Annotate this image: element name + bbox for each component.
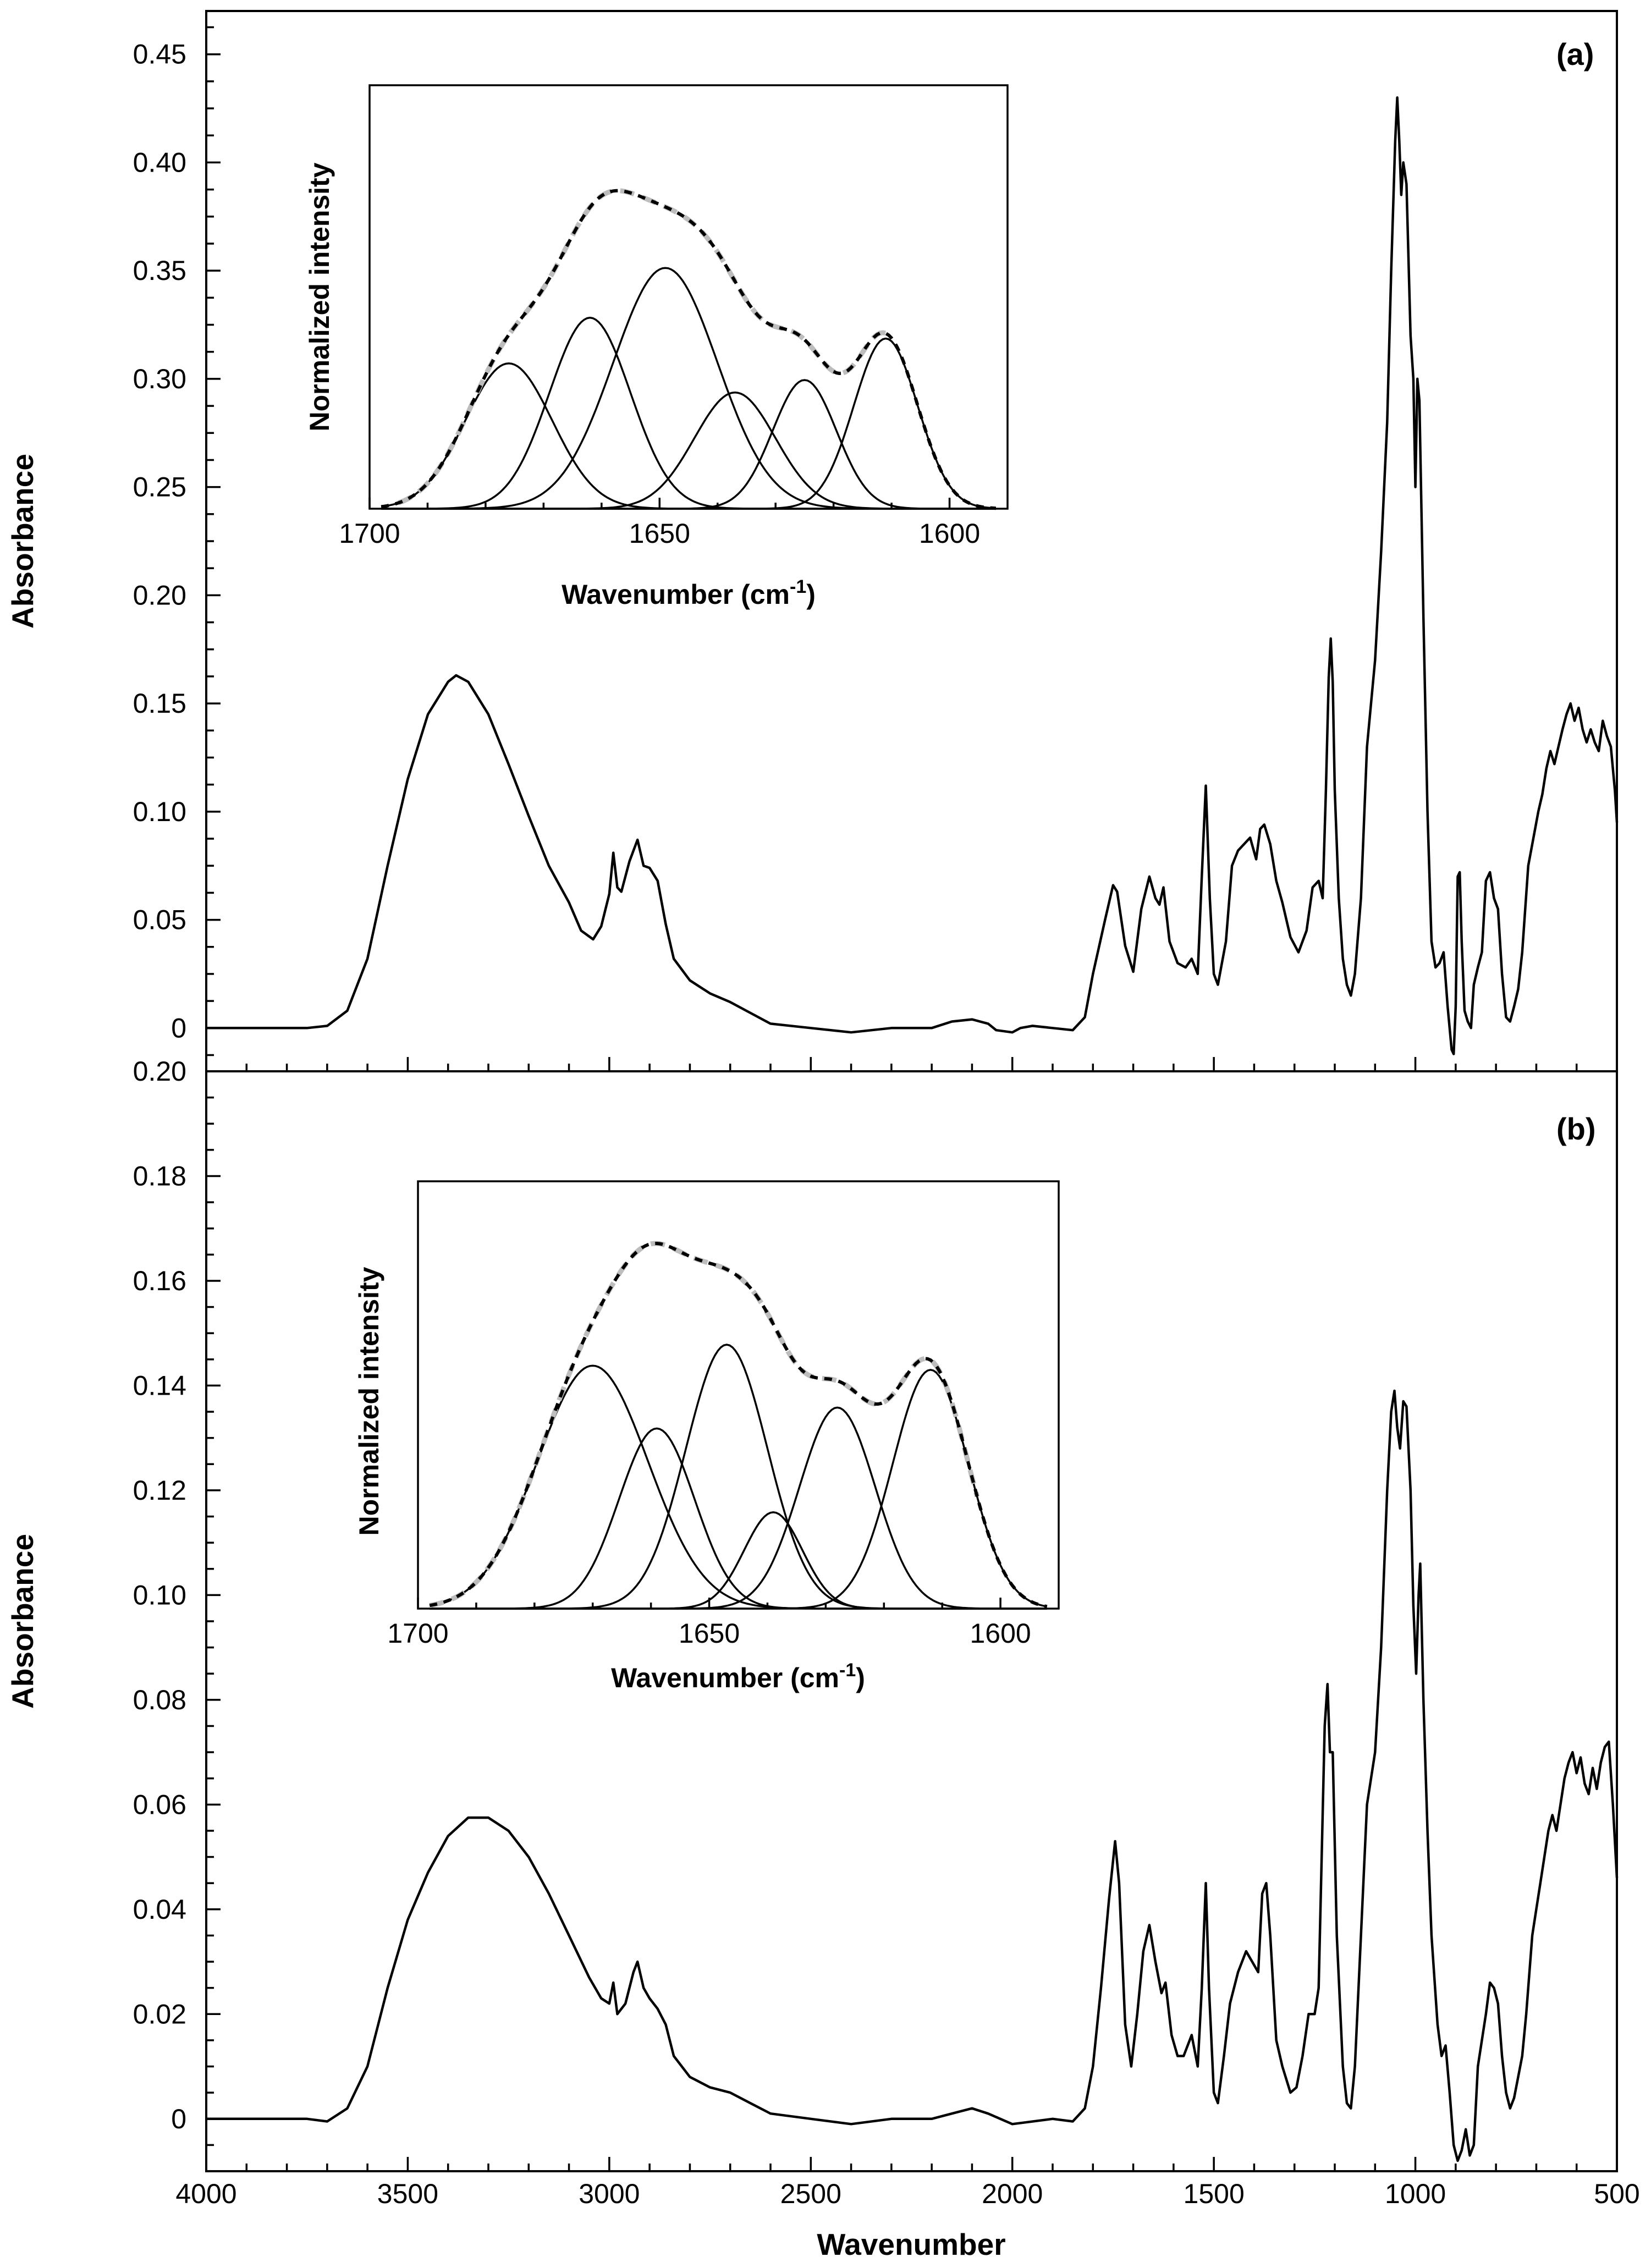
- panel-a-y-tick-label: 0.20: [133, 580, 186, 610]
- panel-b-y-tick-label: 0.14: [133, 1370, 186, 1401]
- panel-b-y-tick-label: 0.08: [133, 1685, 186, 1715]
- panel-b-x-tick-label: 2000: [982, 2178, 1043, 2209]
- panel-b-x-axis: 4000 3500 3000 2500 2000 1500 1000 500: [175, 2157, 1640, 2209]
- panel-b-inset-sum-curve: [429, 1241, 1048, 1609]
- panel-b-y-tick-label: 0.06: [133, 1789, 186, 1820]
- panel-a-inset-components: [381, 267, 996, 510]
- panel-b-y-tick-label: 0.18: [133, 1160, 186, 1191]
- panel-a-inset: 1700 1650 1600 Normalized intensity Wavenu…: [304, 84, 1009, 610]
- panel-a-inset-x-tick-label: 1650: [629, 518, 690, 549]
- panel-a: 0 0.05 0.10 0.15 0.20 0.25 0.30 0.35 0.40 0.45 (a…: [5, 10, 1619, 1072]
- panel-b-inset-x-axis: 1700 1650 1600: [387, 1598, 1031, 1649]
- panel-b-inset-x-tick-label: 1700: [387, 1618, 448, 1649]
- panel-b-x-tick-label: 500: [1594, 2178, 1639, 2209]
- panel-a-inset-y-axis-title: Normalized intensity: [304, 162, 335, 431]
- panel-a-inset-sum-curve: [381, 189, 997, 510]
- panel-b-inset-frame: [417, 1180, 1060, 1610]
- panel-b-y-tick-label: 0.20: [133, 1056, 186, 1087]
- panel-a-y-tick-label: 0.40: [133, 147, 186, 178]
- panel-a-inset-x-axis-title-main: Wavenumber (cm: [562, 579, 790, 610]
- panel-b-inset-x-axis-title-superscript: -1: [839, 1660, 856, 1681]
- panel-a-y-axis-title: Absorbance: [5, 454, 40, 629]
- panel-a-inset-x-axis-title: Wavenumber (cm-1): [562, 576, 816, 610]
- panel-b-inset-x-axis-title: Wavenumber (cm-1): [611, 1660, 865, 1693]
- panel-b-x-tick-label: 3000: [579, 2178, 640, 2209]
- panel-a-y-tick-label: 0.25: [133, 472, 186, 503]
- panel-a-y-tick-label: 0: [171, 1012, 186, 1043]
- panel-a-y-tick-label: 0.05: [133, 905, 186, 935]
- panel-a-spectrum-line: [206, 96, 1619, 1055]
- panel-b-x-tick-label: 2500: [780, 2178, 841, 2209]
- panel-a-inset-component-band-6: [381, 337, 996, 510]
- panel-b-x-tick-label: 4000: [175, 2178, 236, 2209]
- panel-a-y-tick-label: 0.15: [133, 688, 186, 719]
- panel-a-y-tick-label: 0.35: [133, 255, 186, 286]
- panel-b-x-tick-label: 3500: [377, 2178, 438, 2209]
- panel-b-y-tick-label: 0.04: [133, 1894, 186, 1925]
- panel-a-x-axis: [205, 1057, 1618, 1071]
- panel-b-x-tick-label: 1500: [1184, 2178, 1245, 2209]
- panel-a-y-axis: 0 0.05 0.10 0.15 0.20 0.25 0.30 0.35 0.40 0.45: [133, 26, 221, 1056]
- panel-a-y-tick-label: 0.45: [133, 39, 186, 70]
- panel-b-x-axis-title: Wavenumber: [817, 2227, 1005, 2261]
- panel-b-x-tick-label: 1000: [1385, 2178, 1446, 2209]
- panel-a-inset-x-tick-label: 1700: [339, 518, 400, 549]
- panel-a-label: (a): [1556, 37, 1594, 71]
- panel-a-y-tick-label: 0.30: [133, 364, 186, 394]
- panel-a-inset-x-axis-title-superscript: -1: [790, 576, 806, 597]
- panel-b-label: (b): [1556, 1111, 1596, 1146]
- panel-a-inset-frame: [368, 84, 1009, 510]
- panel-b-y-tick-label: 0.10: [133, 1579, 186, 1610]
- panel-a-inset-x-tick-label: 1600: [919, 518, 980, 549]
- panel-a-y-tick-label: 0.10: [133, 796, 186, 827]
- panel-b-y-tick-label: 0: [171, 2104, 186, 2134]
- panel-a-inset-x-axis-title-close: ): [806, 579, 816, 610]
- panel-b-inset-x-axis-title-close: ): [856, 1663, 865, 1693]
- panel-b-inset-y-axis-title: Normalized intensity: [354, 1267, 384, 1535]
- panel-b-spectrum-line: [206, 1389, 1619, 2162]
- panel-b: 0 0.02 0.04 0.06 0.08 0.10 0.12 0.14 0.16 0.18 0.2…: [5, 1056, 1640, 2261]
- panel-b-inset-x-axis-title-main: Wavenumber (cm: [611, 1663, 839, 1693]
- panel-b-y-axis: 0 0.02 0.04 0.06 0.08 0.10 0.12 0.14 0.16 0.18 0.2…: [133, 1056, 221, 2146]
- panel-b-y-tick-label: 0.02: [133, 1999, 186, 2029]
- panel-b-y-tick-label: 0.16: [133, 1265, 186, 1296]
- panel-b-inset-x-tick-label: 1600: [970, 1618, 1031, 1649]
- panel-b-y-axis-title: Absorbance: [5, 1534, 40, 1709]
- panel-b-inset-x-tick-label: 1650: [679, 1618, 740, 1649]
- panel-b-y-tick-label: 0.12: [133, 1475, 186, 1506]
- panel-b-inset: 1700 1650 1600 Normalized intensity Wavenu…: [354, 1180, 1060, 1693]
